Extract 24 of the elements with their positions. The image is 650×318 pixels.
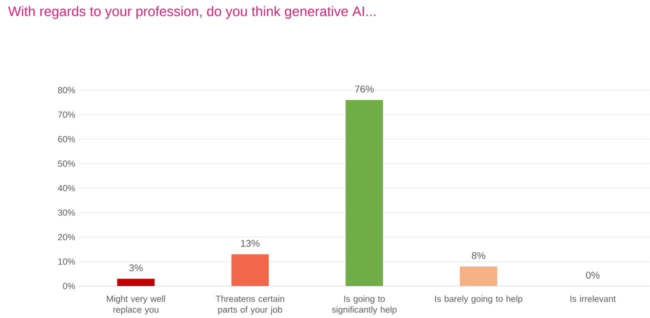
y-tick-label: 20% <box>58 234 76 240</box>
y-tick-label: 10% <box>58 258 76 265</box>
y-tick-label: 70% <box>58 112 76 118</box>
x-tick-label: Is barely going to help <box>435 296 522 304</box>
y-tick-label: 50% <box>58 160 76 167</box>
y-tick-label: 40% <box>58 185 76 192</box>
x-tick-label: Threatens certain parts of your job <box>216 296 284 315</box>
y-tick-label: 60% <box>58 136 76 142</box>
x-tick-label: Might very well replace you <box>106 296 165 315</box>
bar <box>346 100 384 286</box>
data-label: 3% <box>129 264 143 272</box>
bar <box>117 278 155 286</box>
data-label: 13% <box>241 240 260 247</box>
y-tick-label: 30% <box>58 210 76 216</box>
y-tick-label: 0% <box>62 283 76 290</box>
bar <box>231 254 269 286</box>
chart-title: With regards to your profession, do you think generative AI... <box>8 6 376 20</box>
bar <box>460 266 498 286</box>
data-label: 8% <box>472 252 486 260</box>
x-tick-label: Is going to significantly help <box>332 296 397 315</box>
y-tick-label: 80% <box>58 87 76 94</box>
data-label: 76% <box>355 86 374 93</box>
x-tick-label: Is irrelevant <box>570 296 616 302</box>
data-label: 0% <box>586 272 600 279</box>
